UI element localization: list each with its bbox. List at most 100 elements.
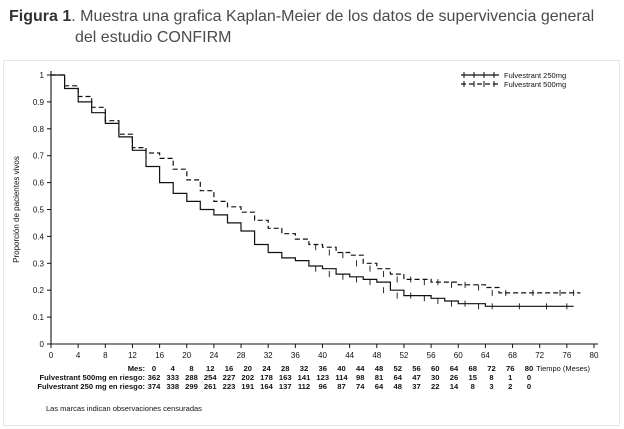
y-tick-label: 0.5 <box>33 206 45 215</box>
risk-month: 72 <box>487 364 495 373</box>
risk-value: 114 <box>335 373 348 382</box>
risk-value: 30 <box>431 373 439 382</box>
risk-value: 333 <box>166 373 179 382</box>
caption-line-2: del estudio CONFIRM <box>75 29 232 46</box>
x-tick-label: 44 <box>345 351 354 360</box>
survival-curve-500mg <box>51 74 581 294</box>
x-tick-label: 52 <box>399 351 408 360</box>
x-tick-label: 28 <box>237 351 246 360</box>
risk-month: 40 <box>337 364 345 373</box>
y-tick-label: 0.7 <box>33 152 45 161</box>
risk-value: 141 <box>298 373 311 382</box>
x-tick-label: 68 <box>508 351 517 360</box>
risk-month: 12 <box>206 364 214 373</box>
risk-value: 96 <box>319 382 327 391</box>
risk-value: 81 <box>375 373 384 382</box>
risk-value: 0 <box>527 382 531 391</box>
risk-value: 15 <box>469 373 478 382</box>
risk-value: 8 <box>489 373 493 382</box>
y-tick-label: 0.2 <box>33 286 45 295</box>
risk-value: 178 <box>260 373 273 382</box>
caption-line-1: . Muestra una grafica Kaplan-Meier de lo… <box>71 8 595 25</box>
risk-value: 223 <box>223 382 236 391</box>
risk-value: 26 <box>450 373 458 382</box>
risk-value: 64 <box>394 373 403 382</box>
x-tick-label: 36 <box>291 351 300 360</box>
risk-value: 137 <box>279 382 292 391</box>
risk-header-label: Mes: <box>128 364 145 373</box>
risk-month: 0 <box>152 364 156 373</box>
x-tick-label: 40 <box>318 351 327 360</box>
risk-month: 80 <box>525 364 533 373</box>
x-tick-label: 4 <box>76 351 81 360</box>
risk-month: 68 <box>469 364 477 373</box>
y-tick-label: 0 <box>40 340 45 349</box>
risk-month: 4 <box>171 364 176 373</box>
risk-value: 87 <box>337 382 345 391</box>
risk-month: 24 <box>262 364 271 373</box>
kaplan-meier-chart: 00.10.20.30.40.50.60.70.80.910 4 8 12 16 20 24… <box>12 71 599 413</box>
x-tick-label: 64 <box>481 351 490 360</box>
risk-month: 60 <box>431 364 439 373</box>
risk-month: 56 <box>412 364 420 373</box>
risk-month: 64 <box>450 364 459 373</box>
x-tick-label: 76 <box>562 351 571 360</box>
risk-value: 22 <box>431 382 439 391</box>
y-tick-label: 0.9 <box>33 98 45 107</box>
y-axis-label: Proporción de pacientes vivos <box>12 156 21 263</box>
risk-value: 112 <box>298 382 310 391</box>
x-tick-label: 8 <box>103 351 108 360</box>
risk-month: 52 <box>394 364 402 373</box>
risk-value: 8 <box>471 382 475 391</box>
risk-month: 8 <box>189 364 193 373</box>
risk-value: 299 <box>185 382 198 391</box>
risk-value: 374 <box>148 382 161 391</box>
risk-value: 163 <box>279 373 292 382</box>
x-tick-label: 60 <box>454 351 463 360</box>
x-tick-label: 0 <box>49 351 54 360</box>
risk-value: 123 <box>316 373 329 382</box>
risk-month: 48 <box>375 364 383 373</box>
x-tick-label: 20 <box>182 351 191 360</box>
risk-value: 0 <box>527 373 531 382</box>
plot-area <box>51 74 581 310</box>
risk-value: 261 <box>204 382 217 391</box>
figure-frame: 0 0.1 0.2 0.3 0.4 0.5 0.6 0.7 0.8 0.9 1 0 4 8 12 16 20 24… <box>3 60 620 426</box>
legend-label-0: Fulvestrant 250mg <box>504 71 566 80</box>
risk-row-label: Fulvestrant 250 mg en riesgo: <box>37 382 145 391</box>
risk-value: 202 <box>241 373 254 382</box>
risk-value: 14 <box>450 382 459 391</box>
risk-value: 191 <box>241 382 254 391</box>
risk-row-label: Fulvestrant 500mg en riesgo: <box>39 373 145 382</box>
x-tick-label: 72 <box>535 351 544 360</box>
y-tick-label: 0.6 <box>33 179 45 188</box>
risk-value: 338 <box>166 382 179 391</box>
risk-value: 164 <box>260 382 273 391</box>
figure-caption: Figura 1. Muestra una grafica Kaplan-Mei… <box>9 6 621 48</box>
risk-value: 74 <box>356 382 365 391</box>
risk-table: Mes: 0 4 8 12 16 20 24 28 32 36 40 44 48 52 56 60 64 68 72 7… <box>37 364 533 413</box>
risk-value: 98 <box>356 373 364 382</box>
y-tick-label: 0.1 <box>33 313 45 322</box>
x-tick-label: 32 <box>264 351 273 360</box>
risk-value: 3 <box>489 382 493 391</box>
x-tick-label: 56 <box>427 351 436 360</box>
x-tick-label: 12 <box>128 351 137 360</box>
y-tick-label: 0.4 <box>33 232 45 241</box>
risk-month: 16 <box>225 364 233 373</box>
y-tick-label: 0.8 <box>33 125 45 134</box>
y-tick-label: 1 <box>40 71 45 80</box>
risk-value: 254 <box>204 373 217 382</box>
risk-value: 1 <box>508 373 513 382</box>
risk-value: 288 <box>185 373 198 382</box>
x-tick-label: 80 <box>590 351 599 360</box>
risk-month: 28 <box>281 364 289 373</box>
x-tick-label: 48 <box>372 351 381 360</box>
risk-month: 36 <box>319 364 327 373</box>
legend-label-1: Fulvestrant 500mg <box>504 80 566 89</box>
figure-label: Figura 1 <box>9 8 72 25</box>
axes: 00.10.20.30.40.50.60.70.80.910 4 8 12 16 20 24… <box>12 71 599 373</box>
risk-value: 2 <box>508 382 512 391</box>
x-tick-label: 24 <box>209 351 218 360</box>
risk-month: 20 <box>244 364 252 373</box>
